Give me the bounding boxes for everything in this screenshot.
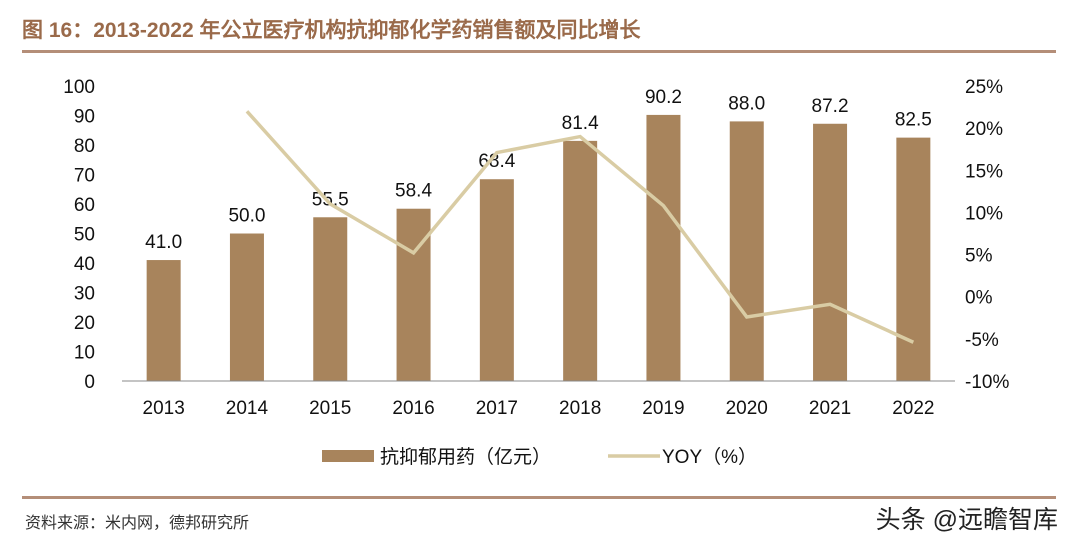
- right-tick-label: -5%: [965, 330, 999, 351]
- legend-line-label: YOY（%）: [662, 446, 757, 468]
- right-tick-label: 20%: [965, 119, 1003, 140]
- bar: [146, 260, 181, 381]
- left-tick-label: 50: [74, 225, 95, 246]
- x-tick-label: 2020: [726, 398, 768, 419]
- x-tick-label: 2019: [642, 398, 684, 419]
- data-label: 82.5: [895, 110, 932, 131]
- x-tick-label: 2017: [476, 398, 518, 419]
- bar: [646, 114, 681, 381]
- watermark: 头条 @远瞻智库: [875, 506, 1058, 534]
- data-label: 50.0: [228, 206, 265, 227]
- x-tick-label: 2021: [809, 398, 851, 419]
- footer-rule: [22, 496, 1056, 499]
- data-label: 55.5: [312, 189, 349, 210]
- data-label: 81.4: [562, 113, 599, 134]
- left-tick-label: 90: [74, 107, 95, 128]
- data-label: 90.2: [645, 87, 682, 108]
- data-label: 87.2: [812, 96, 849, 117]
- left-tick-label: 60: [74, 195, 95, 216]
- left-tick-label: 0: [84, 372, 95, 393]
- bar: [563, 140, 598, 381]
- legend-bar-swatch: [322, 450, 374, 462]
- bar: [813, 123, 848, 381]
- left-tick-label: 10: [74, 343, 95, 364]
- x-tick-label: 2015: [309, 398, 351, 419]
- title-rule: [22, 50, 1056, 53]
- left-tick-label: 80: [74, 136, 95, 157]
- bar: [479, 179, 514, 381]
- x-tick-label: 2022: [892, 398, 934, 419]
- source-note: 资料来源：米内网，德邦研究所: [25, 515, 250, 532]
- left-tick-label: 40: [74, 254, 95, 275]
- x-tick-label: 2018: [559, 398, 601, 419]
- bar: [229, 233, 264, 381]
- right-tick-label: 15%: [965, 161, 1003, 182]
- left-tick-label: 70: [74, 166, 95, 187]
- right-tick-label: 5%: [965, 246, 993, 267]
- right-tick-label: 0%: [965, 288, 993, 309]
- bar: [313, 217, 348, 381]
- data-label: 41.0: [145, 232, 182, 253]
- data-label: 58.4: [395, 181, 432, 202]
- bar: [396, 208, 431, 381]
- bar: [896, 137, 931, 381]
- left-tick-label: 30: [74, 284, 95, 305]
- left-tick-label: 20: [74, 313, 95, 334]
- x-tick-label: 2013: [143, 398, 185, 419]
- bar: [729, 121, 764, 382]
- data-label: 88.0: [728, 93, 765, 114]
- right-tick-label: 10%: [965, 203, 1003, 224]
- right-tick-label: 25%: [965, 77, 1003, 98]
- x-tick-label: 2014: [226, 398, 269, 419]
- x-tick-label: 2016: [392, 398, 434, 419]
- right-tick-label: -10%: [965, 372, 1009, 393]
- figure-title: 图 16：2013-2022 年公立医疗机构抗抑郁化学药销售额及同比增长: [22, 19, 641, 42]
- data-label: 68.4: [478, 151, 515, 172]
- left-tick-label: 100: [63, 77, 95, 98]
- legend-bar-label: 抗抑郁用药（亿元）: [380, 446, 551, 468]
